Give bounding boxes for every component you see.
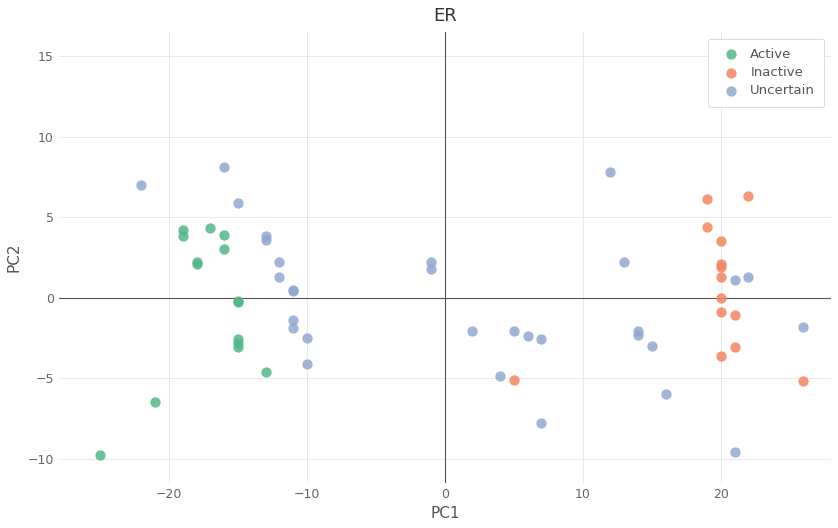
Uncertain [287,316,300,324]
Inactive [714,263,727,271]
Inactive [507,375,520,384]
Uncertain [507,327,520,336]
Inactive [742,192,755,201]
Uncertain [272,272,286,281]
Inactive [714,294,727,302]
Uncertain [287,285,300,294]
Active [231,338,245,347]
Uncertain [287,324,300,333]
Uncertain [272,258,286,267]
Active [190,260,204,268]
Active [231,298,245,307]
Uncertain [797,322,810,331]
Active [93,451,106,459]
Inactive [714,260,727,268]
Inactive [701,195,714,204]
Inactive [714,272,727,281]
Active [259,367,272,376]
Inactive [714,351,727,360]
Uncertain [300,360,313,368]
Uncertain [631,327,644,336]
Uncertain [521,332,535,341]
Uncertain [218,163,231,172]
Active [231,343,245,352]
X-axis label: PC1: PC1 [430,506,460,521]
Active [176,226,189,234]
Uncertain [728,448,742,456]
Inactive [728,311,742,319]
Active [231,335,245,344]
Uncertain [742,272,755,281]
Uncertain [424,258,437,267]
Inactive [728,343,742,352]
Uncertain [424,265,437,273]
Inactive [714,237,727,246]
Uncertain [535,419,548,427]
Uncertain [645,342,659,350]
Uncertain [135,181,148,189]
Title: ER: ER [433,7,457,25]
Uncertain [287,287,300,295]
Active [218,245,231,253]
Uncertain [618,258,631,267]
Inactive [797,377,810,385]
Uncertain [231,199,245,207]
Uncertain [728,276,742,284]
Inactive [714,308,727,316]
Active [218,231,231,239]
Y-axis label: PC2: PC2 [7,242,22,272]
Inactive [701,222,714,231]
Uncertain [603,168,617,176]
Active [204,224,217,233]
Uncertain [300,334,313,342]
Legend: Active, Inactive, Uncertain: Active, Inactive, Uncertain [708,39,825,107]
Active [148,398,162,407]
Uncertain [259,235,272,244]
Uncertain [259,232,272,241]
Uncertain [466,327,479,336]
Uncertain [631,331,644,339]
Uncertain [714,68,727,77]
Uncertain [659,390,672,398]
Uncertain [494,372,507,381]
Active [176,232,189,241]
Active [231,297,245,305]
Uncertain [535,335,548,344]
Active [190,258,204,267]
